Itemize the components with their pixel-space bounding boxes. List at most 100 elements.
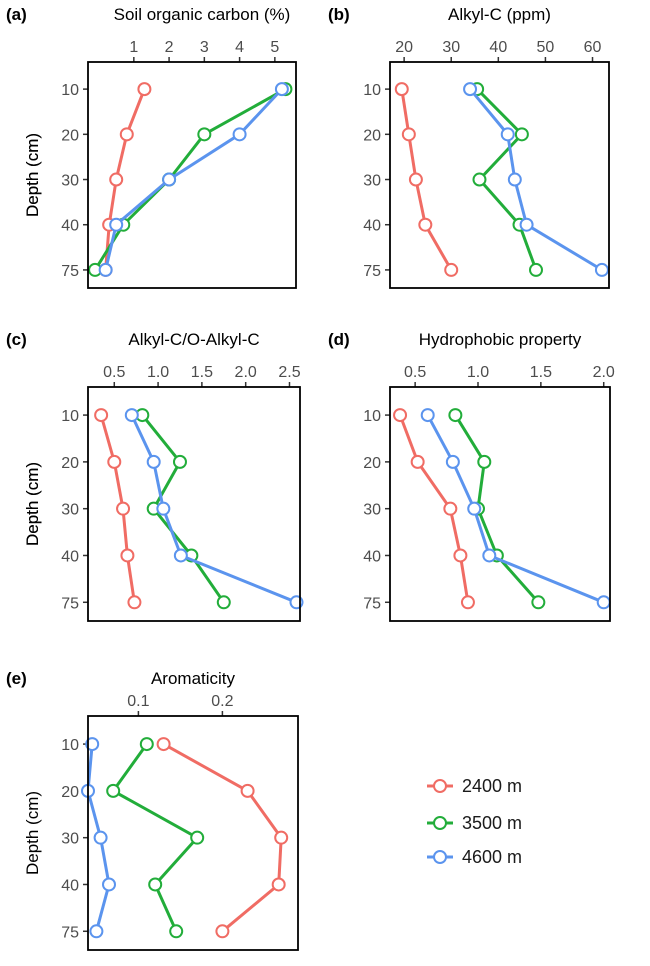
data-point [448, 408, 463, 423]
data-point [156, 501, 171, 516]
data-point [393, 408, 408, 423]
y-axis-label: Depth (cm) [23, 791, 42, 875]
y-tick-label: 20 [363, 455, 381, 472]
legend-key-marker [433, 850, 447, 864]
series-line-2400m [398, 414, 470, 603]
legend-label: 4600 m [462, 847, 522, 867]
x-tick-label: 0.5 [103, 364, 125, 381]
x-tick-label: 1.5 [191, 364, 213, 381]
panel-title: Alkyl-C/O-Alkyl-C [128, 330, 259, 349]
data-point [148, 877, 163, 892]
data-point [93, 830, 108, 845]
panel-label: (a) [6, 5, 27, 24]
x-tick-label: 1.0 [467, 364, 489, 381]
panel-label: (b) [328, 5, 350, 24]
panel-b: (b) Alkyl-C (ppm) 20 30 40 50 60 10 20 30 40 75 Dept… [23, 5, 610, 289]
panel-title: Aromaticity [151, 669, 236, 688]
data-point [394, 82, 409, 97]
x-tick-label: 1.5 [530, 364, 552, 381]
x-tick-label: 3 [200, 39, 209, 56]
data-point [500, 127, 515, 142]
data-point [514, 127, 529, 142]
data-point [531, 595, 546, 610]
data-point [156, 737, 171, 752]
panel-label: (d) [328, 330, 350, 349]
data-point [596, 595, 611, 610]
data-point [162, 172, 177, 187]
y-tick-label: 10 [363, 408, 381, 425]
plot-frame [389, 61, 610, 289]
data-point [85, 737, 100, 752]
x-tick-label: 1.0 [147, 364, 169, 381]
x-tick-label: 30 [442, 39, 460, 56]
y-tick-label: 10 [61, 737, 79, 754]
x-tick-label: 40 [489, 39, 507, 56]
x-tick-label: 2 [165, 39, 174, 56]
x-tick-label: 60 [584, 39, 602, 56]
data-point [107, 454, 122, 469]
plot-frame [87, 61, 297, 289]
plot-frame [87, 715, 299, 951]
data-point [410, 454, 425, 469]
data-point [137, 82, 152, 97]
data-point [594, 262, 609, 277]
panel-c: (c) Alkyl-C/O-Alkyl-C0.5 1.0 1.5 2.0 2.5 10 20 3… [6, 330, 304, 622]
y-tick-label: 30 [363, 502, 381, 519]
data-point [89, 924, 104, 939]
y-tick-label: 40 [61, 877, 79, 894]
series-line-2400m [162, 742, 283, 933]
data-point [146, 454, 161, 469]
data-point [529, 262, 543, 277]
y-tick-label: 30 [61, 173, 79, 190]
x-tick-label: 50 [537, 39, 555, 56]
data-point [519, 217, 534, 232]
data-point [215, 924, 230, 939]
y-tick-label: 40 [363, 548, 381, 565]
data-point [408, 172, 423, 187]
data-point [120, 548, 135, 563]
series-line-4600m [104, 88, 283, 271]
data-point [274, 830, 289, 845]
panel-title: Alkyl-C (ppm) [448, 5, 551, 24]
y-tick-label: 75 [363, 263, 381, 280]
legend-key-marker [433, 816, 447, 830]
y-axis-label: Depth (cm) [23, 133, 42, 217]
data-point [190, 830, 205, 845]
data-point [467, 501, 482, 516]
legend-key-marker [433, 779, 447, 793]
y-tick-label: 20 [61, 784, 79, 801]
data-point [401, 127, 416, 142]
data-point [453, 548, 468, 563]
data-point [472, 172, 487, 187]
data-point [172, 454, 187, 469]
data-point [197, 127, 212, 142]
legend-label: 2400 m [462, 776, 522, 796]
data-point [444, 262, 459, 277]
data-point [420, 408, 435, 423]
data-point [271, 877, 286, 892]
x-tick-label: 5 [270, 39, 279, 56]
x-tick-label: 0.5 [404, 364, 426, 381]
legend-label: 3500 m [462, 813, 522, 833]
data-point [443, 501, 458, 516]
plot-frame [389, 386, 611, 622]
y-tick-label: 75 [363, 595, 381, 612]
data-point [119, 127, 134, 142]
panel-a: (a) Soil organic carbon (%) 1 2 3 4 5 10 20 30 40 7… [6, 5, 297, 289]
data-point [507, 172, 522, 187]
y-tick-label: 30 [61, 831, 79, 848]
y-tick-label: 10 [363, 82, 381, 99]
data-point [463, 82, 478, 97]
panel-label: (e) [6, 669, 27, 688]
y-tick-label: 20 [61, 127, 79, 144]
series-line-3500m [111, 743, 199, 932]
data-point [127, 595, 142, 610]
y-tick-label: 20 [61, 455, 79, 472]
y-axis-label: Depth (cm) [23, 462, 42, 546]
data-point [139, 737, 154, 752]
data-point [124, 408, 139, 423]
data-point [98, 262, 113, 277]
data-point [232, 127, 247, 142]
